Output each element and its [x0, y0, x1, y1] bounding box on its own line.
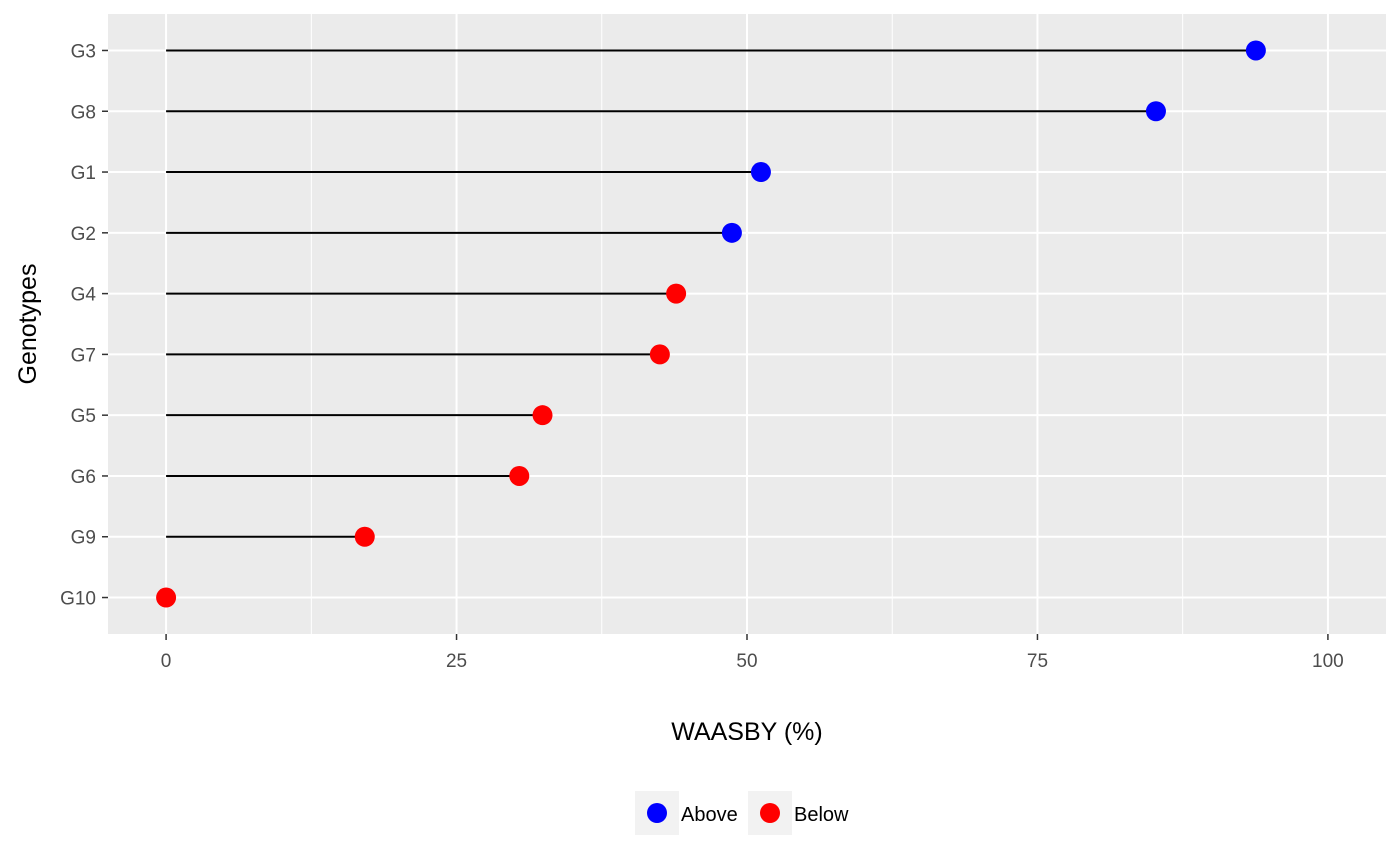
- y-tick-label: G8: [71, 102, 96, 123]
- x-tick-label: 0: [161, 651, 172, 672]
- point-g9: [354, 526, 375, 547]
- point-g2: [721, 222, 742, 243]
- y-tick-label: G1: [71, 163, 96, 184]
- y-tick-label: G9: [71, 528, 96, 549]
- x-axis-ticks: 0 25 50 75 100: [161, 634, 1344, 672]
- y-tick-label: G6: [71, 467, 96, 488]
- y-axis-title: Genotypes: [14, 264, 42, 385]
- point-g6: [509, 465, 530, 486]
- x-tick-label: 100: [1312, 651, 1344, 672]
- y-tick-label: G2: [71, 224, 96, 245]
- point-g1: [750, 162, 771, 183]
- y-tick-label: G7: [71, 345, 96, 366]
- x-tick-label: 75: [1027, 651, 1048, 672]
- y-tick-label: G5: [71, 406, 96, 427]
- point-g10: [156, 587, 177, 608]
- x-tick-label: 25: [446, 651, 467, 672]
- point-g7: [649, 344, 670, 365]
- y-axis-ticks: G3 G8 G1 G2 G4 G7 G5 G6 G9 G10: [60, 41, 108, 610]
- lollipop-segments: [166, 49, 1256, 538]
- minor-gridlines: [310, 14, 1184, 634]
- point-g3: [1245, 40, 1266, 61]
- x-tick-label: 50: [736, 651, 757, 672]
- y-tick-label: G10: [60, 589, 96, 610]
- point-g4: [666, 283, 687, 304]
- legend-label-below: Below: [794, 804, 849, 826]
- legend: Above Below: [635, 791, 849, 835]
- y-tick-label: G4: [71, 285, 97, 306]
- y-tick-label: G3: [71, 41, 96, 62]
- point-g5: [532, 405, 553, 426]
- lollipop-points: [156, 40, 1266, 608]
- x-axis-title: WAASBY (%): [671, 718, 822, 746]
- legend-point-above: [647, 803, 667, 823]
- legend-label-above: Above: [681, 804, 738, 826]
- point-g8: [1145, 101, 1166, 122]
- legend-point-below: [760, 803, 780, 823]
